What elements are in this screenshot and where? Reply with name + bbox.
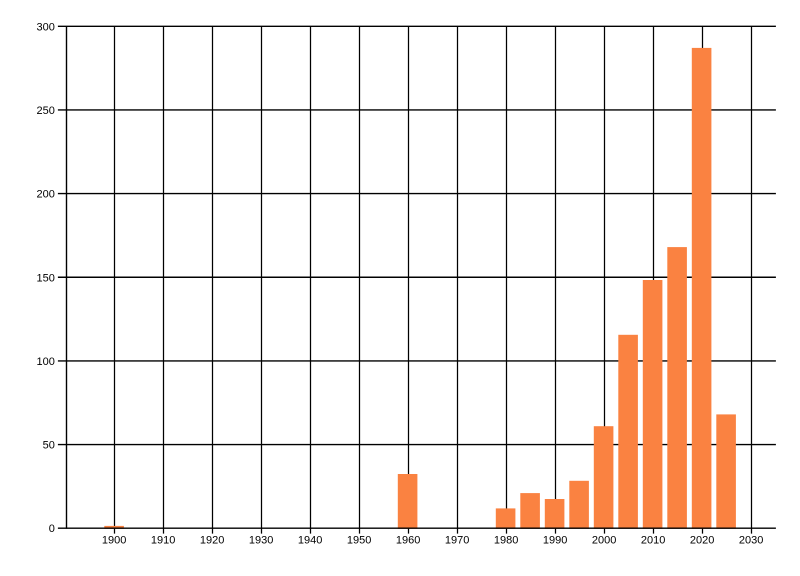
svg-text:1910: 1910 [151, 535, 175, 547]
svg-text:1960: 1960 [396, 535, 420, 547]
svg-text:1970: 1970 [445, 535, 469, 547]
svg-text:50: 50 [43, 440, 55, 452]
svg-text:2000: 2000 [592, 535, 616, 547]
svg-text:2010: 2010 [641, 535, 665, 547]
svg-text:0: 0 [49, 523, 55, 535]
svg-text:1990: 1990 [543, 535, 567, 547]
svg-text:1900: 1900 [102, 535, 126, 547]
svg-text:1940: 1940 [298, 535, 322, 547]
svg-text:200: 200 [37, 189, 55, 201]
svg-text:1950: 1950 [347, 535, 371, 547]
svg-text:1980: 1980 [494, 535, 518, 547]
svg-text:100: 100 [37, 356, 55, 368]
svg-text:2030: 2030 [739, 535, 763, 547]
svg-text:150: 150 [37, 272, 55, 284]
svg-text:250: 250 [37, 105, 55, 117]
svg-text:300: 300 [37, 21, 55, 33]
svg-text:1920: 1920 [200, 535, 224, 547]
svg-text:2020: 2020 [690, 535, 714, 547]
svg-text:1930: 1930 [249, 535, 273, 547]
